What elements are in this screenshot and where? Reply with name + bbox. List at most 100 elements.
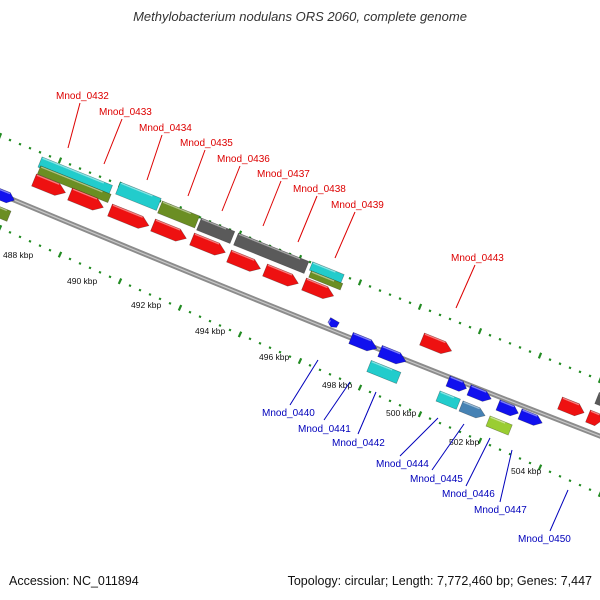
tick-mark <box>498 337 502 341</box>
gene-arrow-mnod-0445[interactable] <box>458 400 487 421</box>
tick-mark <box>318 368 322 372</box>
kbp-label-492: 492 kbp <box>131 300 162 310</box>
gene-label-mnod-0435[interactable]: Mnod_0435 <box>180 138 233 149</box>
gene-label-mnod-0442[interactable]: Mnod_0442 <box>332 438 385 449</box>
kbp-scale: 488 kbp 490 kbp 492 kbp 494 kbp 496 kbp … <box>3 250 542 476</box>
gene-arrow-mnod-0441[interactable] <box>348 332 379 354</box>
tick-mark <box>378 289 382 292</box>
gene-label-mnod-0436[interactable]: Mnod_0436 <box>217 154 270 165</box>
tick-mark <box>158 297 162 301</box>
gene-arrow-red-6[interactable] <box>226 249 263 275</box>
gene-arrow-mnod-0432-b[interactable] <box>36 165 112 204</box>
tick-mark <box>357 384 363 391</box>
leader-line-blue <box>465 437 491 487</box>
tick-mark <box>38 150 42 154</box>
leader-line-red <box>334 211 356 259</box>
tick-mark <box>348 276 352 280</box>
gene-label-mnod-0447[interactable]: Mnod_0447 <box>474 505 527 516</box>
gene-label-mnod-0434[interactable]: Mnod_0434 <box>139 123 192 134</box>
tick-mark <box>18 142 22 146</box>
tick-mark <box>508 452 512 456</box>
tick-mark <box>198 215 202 219</box>
gene-label-mnod-0445[interactable]: Mnod_0445 <box>410 474 463 485</box>
leader-line-red <box>67 102 81 149</box>
gene-arrow-blue-3[interactable] <box>445 375 469 394</box>
gene-arrow-red-10[interactable] <box>585 409 600 427</box>
tick-mark <box>408 301 412 305</box>
gene-arrow-mnod-0434[interactable] <box>157 200 200 229</box>
gene-label-mnod-0446[interactable]: Mnod_0446 <box>442 489 495 500</box>
tick-mark <box>518 457 522 460</box>
gene-arrow-red-1[interactable] <box>31 173 68 199</box>
tick-mark <box>68 163 72 166</box>
gene-label-mnod-0440[interactable]: Mnod_0440 <box>262 408 315 419</box>
gene-arrow-gray-edge[interactable] <box>594 392 600 407</box>
tick-mark <box>508 341 512 345</box>
kbp-label-502: 502 kbp <box>449 437 480 447</box>
gene-label-mnod-0441[interactable]: Mnod_0441 <box>298 424 351 435</box>
tick-mark <box>488 333 492 337</box>
tick-mark <box>108 179 112 183</box>
gene-label-mnod-0450[interactable]: Mnod_0450 <box>518 534 571 545</box>
gene-arrow-blue-5[interactable] <box>495 399 521 418</box>
gene-arrow-red-4[interactable] <box>150 218 189 245</box>
leader-line-blue <box>289 359 319 406</box>
gene-arrow-red-3[interactable] <box>107 203 152 232</box>
gene-arrow-red-9[interactable] <box>557 396 587 419</box>
gene-arrow-blue-6[interactable] <box>517 408 544 428</box>
tick-mark <box>548 470 552 474</box>
tick-mark <box>417 411 423 418</box>
gene-arrow-red-7[interactable] <box>262 263 301 290</box>
leader-line-blue <box>499 449 513 503</box>
tick-mark <box>448 426 452 429</box>
tick-mark <box>568 479 572 483</box>
tick-mark <box>518 346 522 349</box>
tick-mark <box>188 310 192 314</box>
tick-mark <box>578 483 582 487</box>
gene-arrow-red-8[interactable] <box>301 277 337 302</box>
gene-arrow-left-olive[interactable] <box>0 205 12 222</box>
tick-mark <box>0 132 3 140</box>
tick-mark <box>368 390 372 394</box>
tick-mark <box>258 341 262 345</box>
tick-track-lower <box>0 224 600 498</box>
gene-label-mnod-0444[interactable]: Mnod_0444 <box>376 459 429 470</box>
tick-mark <box>57 157 63 164</box>
gene-arrow-mnod-0440[interactable] <box>327 317 340 330</box>
tick-mark <box>288 355 292 359</box>
gene-arrow-mnod-0446[interactable] <box>485 415 513 436</box>
tick-mark <box>597 376 600 384</box>
gene-arrow-mnod-0436[interactable] <box>233 232 310 274</box>
tick-mark <box>48 154 52 158</box>
tick-mark <box>338 377 342 381</box>
tick-mark <box>388 399 392 403</box>
gene-label-mnod-0432[interactable]: Mnod_0432 <box>56 91 109 102</box>
gene-arrow-blue-4[interactable] <box>466 384 493 404</box>
tick-mark <box>88 171 92 175</box>
gene-label-mnod-0438[interactable]: Mnod_0438 <box>293 184 346 195</box>
gene-arrow-mnod-0443[interactable] <box>419 332 455 357</box>
gene-arrow-left-blue[interactable] <box>0 186 16 205</box>
tick-mark <box>458 321 462 325</box>
gene-arrow-mnod-0433[interactable] <box>115 181 162 211</box>
gene-label-mnod-0437[interactable]: Mnod_0437 <box>257 169 310 180</box>
gene-arrow-red-2[interactable] <box>67 187 106 214</box>
gene-arrow-mnod-0439-b[interactable] <box>308 270 344 291</box>
tick-mark <box>28 239 32 243</box>
tick-mark <box>568 366 572 370</box>
gene-label-mnod-0443[interactable]: Mnod_0443 <box>451 253 504 264</box>
tick-mark <box>28 146 32 150</box>
upper-gene-labels: Mnod_0432 Mnod_0433 Mnod_0434 Mnod_0435 … <box>56 91 504 264</box>
gene-arrow-mnod-0435[interactable] <box>196 217 236 244</box>
gene-label-mnod-0433[interactable]: Mnod_0433 <box>99 107 152 118</box>
gene-arrow-red-5[interactable] <box>189 232 228 259</box>
gene-arrow-blue-2[interactable] <box>377 345 408 367</box>
tick-mark <box>388 293 392 297</box>
gene-arrow-mnod-0444[interactable] <box>435 390 461 410</box>
tick-mark <box>528 461 532 465</box>
tick-mark <box>198 315 202 319</box>
kbp-label-504: 504 kbp <box>511 466 542 476</box>
gene-arrow-mnod-0442[interactable] <box>366 360 402 384</box>
gene-label-mnod-0439[interactable]: Mnod_0439 <box>331 200 384 211</box>
